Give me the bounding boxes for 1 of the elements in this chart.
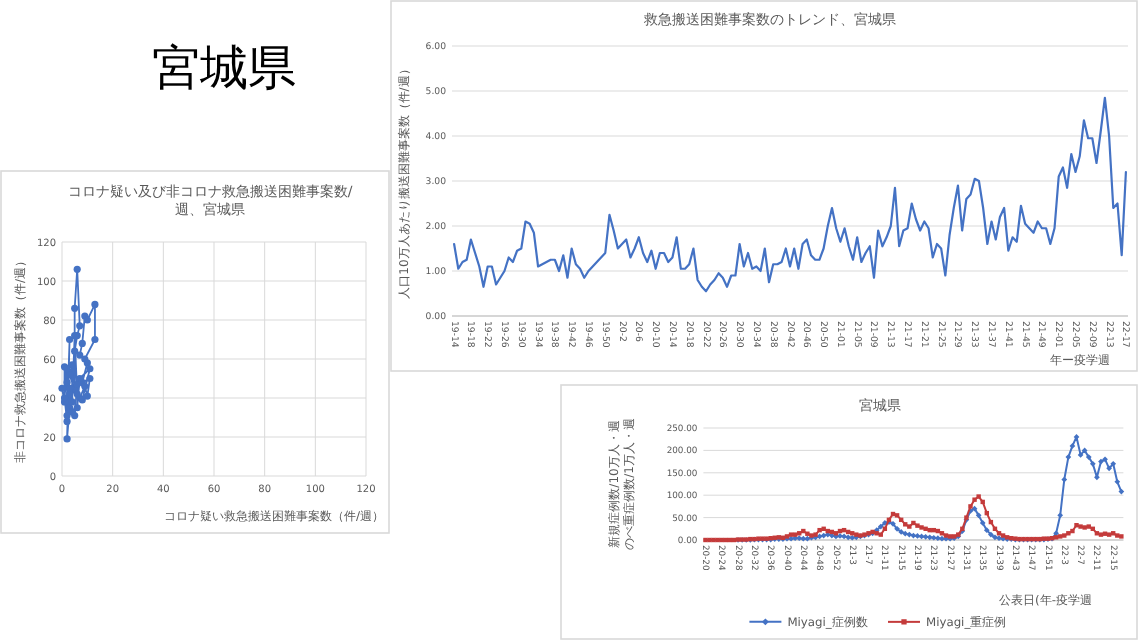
text: 宮城県 bbox=[152, 40, 296, 96]
